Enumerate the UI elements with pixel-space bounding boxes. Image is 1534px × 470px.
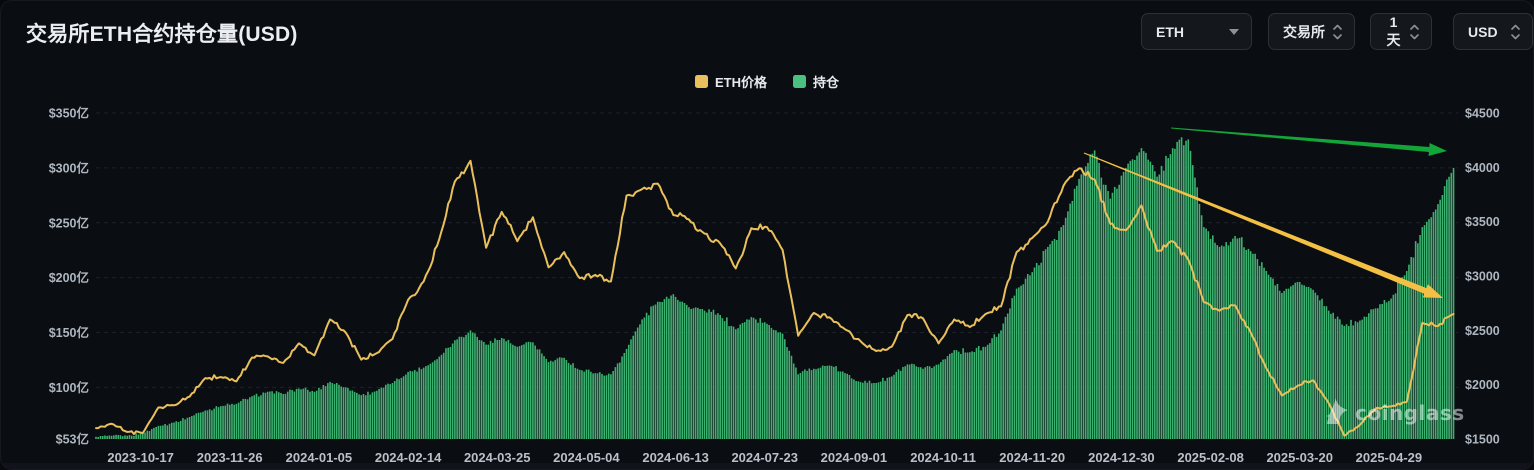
exchange-select[interactable]: 交易所 xyxy=(1268,13,1355,50)
symbol-select[interactable]: ETH xyxy=(1141,13,1252,50)
currency-select[interactable]: USD xyxy=(1453,13,1533,50)
svg-text:$2500: $2500 xyxy=(1465,324,1500,338)
svg-text:2024-09-01: 2024-09-01 xyxy=(821,450,888,465)
svg-text:$4000: $4000 xyxy=(1465,161,1500,175)
legend-label-open-interest: 持仓 xyxy=(813,74,840,90)
updown-spinner-icon xyxy=(1333,24,1342,39)
svg-text:$150亿: $150亿 xyxy=(49,325,89,340)
svg-text:$4500: $4500 xyxy=(1465,107,1500,121)
svg-text:$250亿: $250亿 xyxy=(49,215,89,230)
svg-text:2025-04-29: 2025-04-29 xyxy=(1356,450,1423,465)
svg-text:2024-01-05: 2024-01-05 xyxy=(286,450,353,465)
svg-text:$3000: $3000 xyxy=(1465,270,1500,284)
svg-text:2024-05-04: 2024-05-04 xyxy=(553,450,620,465)
svg-text:2024-11-20: 2024-11-20 xyxy=(999,450,1065,465)
svg-text:$2000: $2000 xyxy=(1465,378,1500,392)
svg-text:2024-06-13: 2024-06-13 xyxy=(642,450,709,465)
currency-select-value: USD xyxy=(1468,23,1498,40)
svg-text:$300亿: $300亿 xyxy=(49,160,89,175)
legend-item-eth-price[interactable]: ETH价格 xyxy=(694,72,767,91)
legend-swatch-open-interest xyxy=(793,74,806,88)
svg-text:2024-02-14: 2024-02-14 xyxy=(375,450,442,465)
svg-text:$200亿: $200亿 xyxy=(49,270,89,285)
svg-text:2025-02-08: 2025-02-08 xyxy=(1177,450,1244,465)
interval-select[interactable]: 1天 xyxy=(1370,13,1432,50)
updown-spinner-icon xyxy=(1410,24,1419,39)
chart-legend: ETH价格 持仓 xyxy=(1,71,1533,91)
svg-text:2023-11-26: 2023-11-26 xyxy=(197,450,263,465)
updown-spinner-icon xyxy=(1511,24,1520,39)
legend-label-eth-price: ETH价格 xyxy=(714,74,767,90)
svg-text:2023-10-17: 2023-10-17 xyxy=(107,450,174,465)
svg-text:$350亿: $350亿 xyxy=(49,106,89,121)
exchange-select-value: 交易所 xyxy=(1283,23,1325,40)
svg-text:2025-03-20: 2025-03-20 xyxy=(1266,450,1333,465)
symbol-select-value: ETH xyxy=(1156,23,1184,40)
coinglass-watermark: coinglass xyxy=(1326,398,1465,425)
svg-text:$3500: $3500 xyxy=(1465,215,1500,229)
trend-arrow xyxy=(1171,127,1447,156)
svg-text:2024-10-11: 2024-10-11 xyxy=(910,450,976,465)
svg-text:coinglass: coinglass xyxy=(1355,401,1465,425)
svg-text:2024-03-25: 2024-03-25 xyxy=(464,450,531,465)
page-title: 交易所ETH合约持仓量(USD) xyxy=(26,23,298,46)
trend-arrow xyxy=(1083,152,1443,298)
svg-text:$1500: $1500 xyxy=(1465,433,1500,447)
svg-text:2024-12-30: 2024-12-30 xyxy=(1088,450,1155,465)
chevron-down-icon xyxy=(1229,28,1239,35)
legend-swatch-eth-price xyxy=(694,74,708,88)
svg-text:$53亿: $53亿 xyxy=(56,432,89,447)
interval-select-value: 1天 xyxy=(1386,13,1401,48)
svg-text:$100亿: $100亿 xyxy=(49,380,89,395)
svg-text:2024-07-23: 2024-07-23 xyxy=(731,450,798,465)
chart-bottom-strip xyxy=(1,463,1533,469)
legend-item-open-interest[interactable]: 持仓 xyxy=(793,72,839,91)
